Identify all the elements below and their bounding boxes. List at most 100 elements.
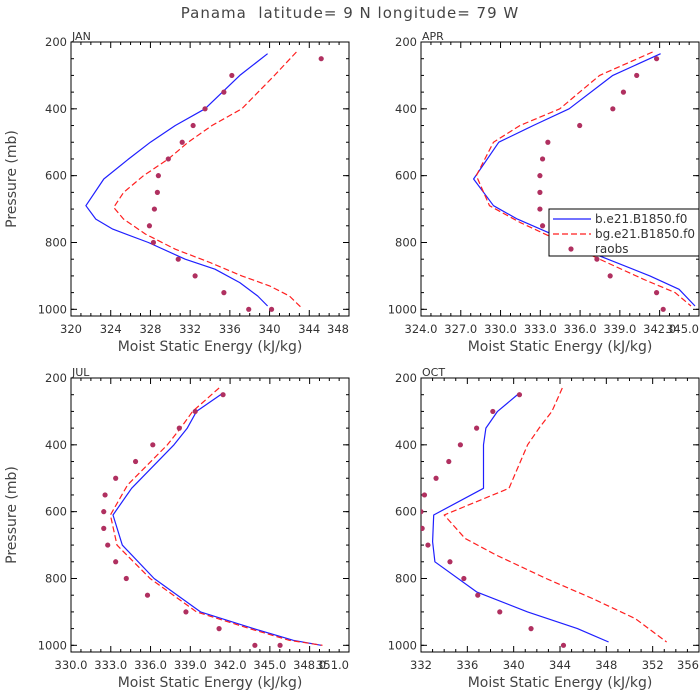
raobs-point: [457, 442, 463, 448]
raobs-point: [318, 56, 324, 62]
x-tick-label: 327.0: [444, 322, 477, 336]
raobs-point: [516, 392, 523, 398]
raobs-point: [497, 609, 503, 615]
plot-frame-jan: [70, 41, 350, 317]
x-tick-label: 344: [549, 658, 571, 672]
panel-label-jan: JAN: [71, 30, 91, 43]
raobs-point: [113, 559, 119, 565]
raobs-point: [461, 575, 467, 582]
raobs-point: [150, 442, 156, 448]
raobs-point: [176, 425, 182, 431]
y-tick-label: 1000: [388, 302, 417, 316]
legend-swatch-raobs: [568, 246, 574, 252]
x-tick-label: 332: [179, 322, 201, 336]
raobs-point: [560, 642, 567, 648]
y-tick-label: 200: [395, 35, 417, 49]
x-tick-label: 339.0: [174, 658, 207, 672]
raobs-point: [221, 290, 227, 296]
panel-jul: 200 400 600 800 1000 330.0 333.0 336.0 339.0 342.…: [4, 366, 350, 691]
raobs-point: [447, 559, 453, 565]
raobs-point: [175, 256, 181, 262]
x-tick-label: 336: [219, 322, 241, 336]
x-axis-label: Moist Static Energy (kJ/kg): [118, 339, 303, 355]
y-axis-label: Pressure (mb): [4, 466, 20, 564]
series-group: [473, 51, 696, 312]
raobs-point: [179, 139, 185, 145]
raobs-point: [537, 173, 543, 179]
raobs-point: [610, 106, 616, 112]
x-tick-label: 336.0: [564, 322, 597, 336]
y-tick-label: 200: [395, 371, 417, 385]
chart-title: Panama latitude= 9 N longitude= 79 W: [180, 4, 520, 22]
x-tick-label: 324.0: [405, 322, 438, 336]
raobs-point: [537, 206, 543, 212]
model-line: [473, 53, 696, 307]
x-tick-label: 324: [100, 322, 122, 336]
raobs-point: [132, 458, 139, 465]
x-tick-label: 342.0: [643, 322, 676, 336]
model-line: [112, 392, 322, 646]
series-group: [421, 387, 667, 648]
raobs-point: [183, 609, 189, 615]
y-tick-label: 1000: [38, 638, 67, 652]
x-tick-label: 330.0: [484, 322, 517, 336]
y-tick-label: 400: [45, 438, 67, 452]
raobs-point: [537, 189, 543, 195]
legend-label-bg-model: bg.e21.B1850.f0: [595, 227, 695, 241]
y-tick-label: 800: [395, 235, 417, 249]
x-tick-label: 336.0: [134, 658, 167, 672]
legend-label-raobs: raobs: [595, 242, 629, 256]
raobs-point: [192, 408, 198, 415]
raobs-point: [252, 642, 258, 648]
raobs-point: [150, 239, 157, 246]
raobs-point: [146, 223, 153, 229]
raobs-point: [433, 475, 439, 481]
x-tick-label: 348: [595, 658, 617, 672]
x-tick-label: 340: [259, 322, 281, 336]
legend-box: [548, 208, 700, 257]
raobs-point: [475, 592, 481, 598]
raobs-point: [620, 89, 627, 95]
x-tick-label: 351.0: [316, 658, 349, 672]
bg-model-line: [109, 387, 323, 646]
panel-apr: 200 400 600 800 1000 324.0 327.0 330.0 333.0 336.…: [388, 30, 700, 355]
raobs-point: [229, 72, 235, 79]
raobs-point: [539, 156, 546, 162]
raobs-point: [421, 525, 425, 531]
panel-jan: 200 400 600 800 1000 320 324 328 332 336 340 344 348…: [4, 30, 350, 355]
x-tick-label: 330.0: [55, 658, 88, 672]
bg-model-line: [443, 387, 667, 643]
raobs-point: [165, 156, 171, 162]
raobs-point: [101, 525, 107, 531]
raobs-point: [220, 392, 226, 398]
panel-label-jul: JUL: [71, 366, 90, 379]
x-tick-label: 348.0: [293, 658, 326, 672]
panel-oct: 200 400 600 800 1000 332 336 340 344 348 352 356 OCT…: [388, 366, 700, 691]
raobs-point: [446, 458, 452, 465]
raobs-point: [221, 89, 227, 95]
y-tick-label: 200: [45, 371, 67, 385]
y-tick-label: 400: [45, 102, 67, 116]
x-tick-label: 352: [642, 658, 664, 672]
raobs-point: [653, 56, 660, 62]
raobs-point: [607, 273, 613, 279]
raobs-point: [660, 306, 666, 312]
series-group: [85, 51, 324, 312]
x-tick-label: 333.0: [94, 658, 127, 672]
raobs-point: [425, 542, 431, 548]
model-line: [85, 53, 269, 307]
raobs-point: [101, 509, 107, 515]
plot-frame-oct: [420, 377, 700, 653]
raobs-point: [123, 575, 129, 582]
y-tick-label: 800: [395, 571, 417, 585]
x-tick-label: 320: [60, 322, 82, 336]
model-line: [432, 392, 609, 643]
x-tick-label: 345.0: [253, 658, 286, 672]
x-tick-label: 336: [456, 658, 478, 672]
raobs-point: [102, 492, 108, 498]
raobs-point: [653, 290, 660, 296]
y-tick-label: 800: [45, 235, 67, 249]
raobs-point: [155, 173, 161, 179]
